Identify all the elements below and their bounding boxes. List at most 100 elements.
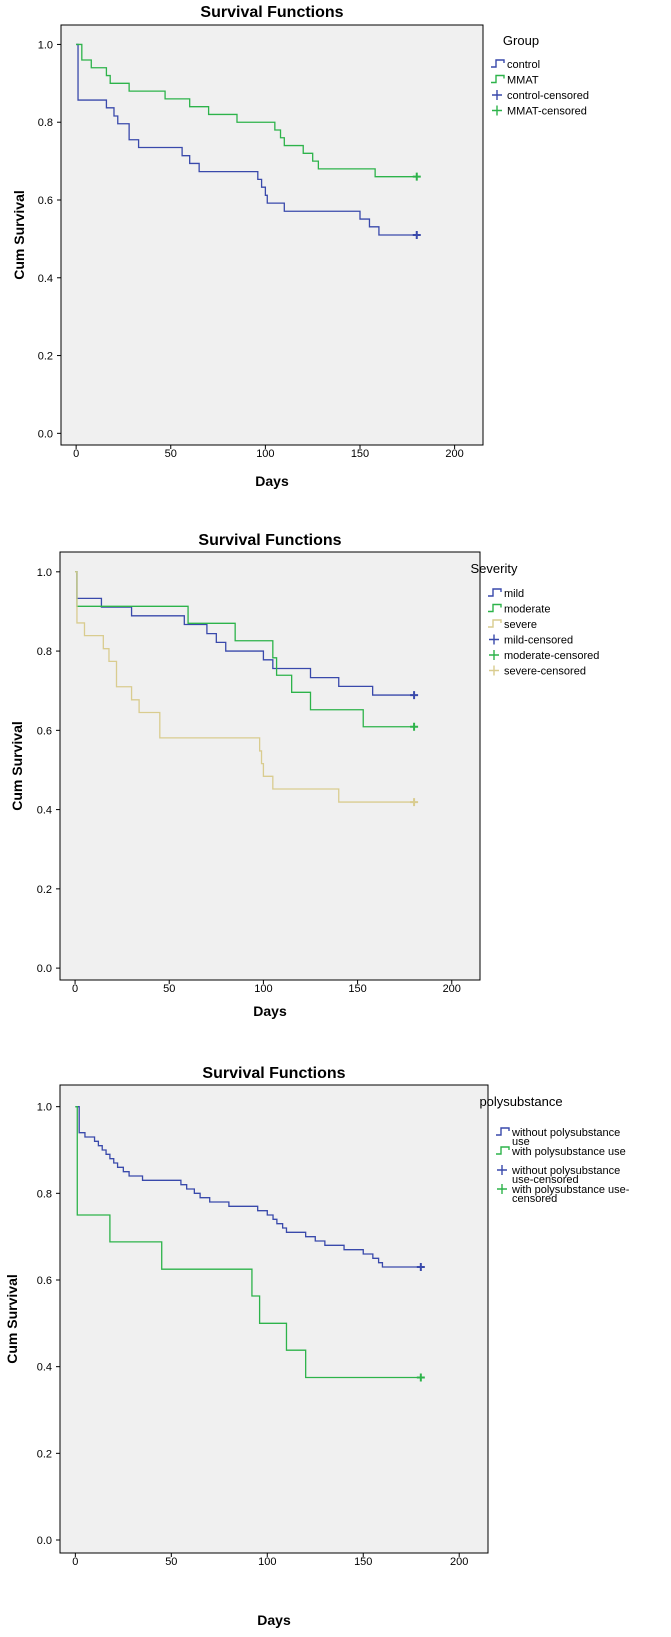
y-tick-label: 0.2 — [37, 884, 52, 896]
legend-label: severe — [504, 619, 537, 631]
y-tick-label: 0.4 — [37, 1362, 52, 1374]
censored-mark — [412, 231, 421, 239]
legend-swatch-line — [496, 1146, 510, 1155]
plot-area — [59, 1084, 489, 1554]
legend-swatch-plus — [497, 1184, 507, 1194]
y-tick-label: 0.6 — [37, 1275, 52, 1287]
y-tick-label: 1.0 — [38, 39, 53, 51]
legend-label: mild — [504, 588, 524, 600]
censored-mark — [412, 172, 421, 181]
legend-item: severe — [488, 619, 537, 631]
legend-label: severe-censored — [504, 666, 586, 678]
legend-swatch-plus — [489, 665, 499, 676]
legend-item: control-censored — [492, 90, 589, 102]
legend-item: mild — [488, 588, 524, 600]
series-line-mild — [75, 571, 415, 696]
legend-label: MMAT-censored — [507, 106, 587, 118]
legend-item: mild-censored — [489, 634, 573, 647]
censored-mark — [416, 1263, 425, 1271]
legend-swatch-line — [488, 619, 502, 628]
legend-title: Severity — [471, 561, 518, 576]
legend-item: with polysubstance use — [496, 1146, 626, 1158]
x-tick-label: 150 — [351, 448, 369, 460]
legend-swatch-line — [488, 588, 502, 597]
x-tick-label: 200 — [443, 983, 461, 995]
legend-title: polysubstance — [479, 1094, 562, 1109]
series-line-moderate — [75, 571, 415, 728]
y-axis-label: Cum Survival — [11, 190, 27, 279]
censored-mark — [416, 1373, 425, 1382]
plot-area — [59, 551, 481, 981]
legend-label: control — [507, 59, 540, 71]
legend-item: MMAT-censored — [492, 105, 587, 118]
series-line-with-polysubstance-use — [75, 1106, 421, 1379]
x-axis-label: Days — [253, 1003, 287, 1019]
legend-label: MMAT — [507, 75, 539, 87]
legend-swatch-plus — [492, 90, 502, 100]
legend-label: use-censored — [512, 1174, 579, 1186]
chart-svg: Survival Functions 0.0 0.2 0.4 0.6 0.8 1.0 0 50 1… — [9, 532, 599, 1019]
y-tick-label: 0.0 — [38, 428, 53, 440]
x-tick-label: 0 — [72, 1556, 78, 1568]
y-tick-label: 0.8 — [38, 117, 53, 129]
censored-mark — [410, 722, 419, 731]
y-tick-label: 0.0 — [37, 963, 52, 975]
chart-svg: Survival Functions 0.0 0.2 0.4 0.6 0.8 1.0 0 50 1… — [11, 4, 589, 489]
x-tick-label: 150 — [348, 983, 366, 995]
x-tick-label: 50 — [165, 1556, 177, 1568]
x-tick-label: 0 — [73, 448, 79, 460]
series-line-severe — [75, 571, 415, 803]
legend-label: moderate-censored — [504, 650, 599, 662]
y-tick-label: 0.4 — [37, 805, 52, 817]
legend-label: without polysubstance — [511, 1127, 620, 1139]
y-axis-label: Cum Survival — [9, 721, 25, 810]
legend-swatch-plus — [497, 1165, 507, 1175]
x-tick-label: 100 — [254, 983, 272, 995]
x-tick-label: 50 — [165, 448, 177, 460]
legend-label: mild-censored — [504, 635, 573, 647]
legend-item: control — [491, 59, 540, 71]
y-tick-label: 0.6 — [37, 725, 52, 737]
x-tick-label: 200 — [445, 448, 463, 460]
x-axis-label: Days — [255, 473, 289, 489]
legend-label: moderate — [504, 604, 550, 616]
legend-swatch-line — [491, 74, 505, 84]
legend-label: without polysubstance — [511, 1165, 620, 1177]
y-tick-label: 0.6 — [38, 195, 53, 207]
series-line-control — [76, 43, 417, 236]
y-tick-label: 0.4 — [38, 273, 53, 285]
y-tick-label: 1.0 — [37, 567, 52, 579]
x-tick-label: 100 — [258, 1556, 276, 1568]
x-tick-label: 200 — [450, 1556, 468, 1568]
legend-swatch-plus — [489, 650, 499, 660]
survival-chart-severity: Survival Functions 0.0 0.2 0.4 0.6 0.8 1.0 0 50 1… — [0, 527, 671, 1047]
censored-mark — [410, 798, 419, 807]
chart-svg: Survival Functions 0.0 0.2 0.4 0.6 0.8 1.0 0 50 1… — [4, 1065, 630, 1628]
y-tick-label: 0.2 — [38, 351, 53, 363]
survival-chart-group: Survival Functions 0.0 0.2 0.4 0.6 0.8 1.0 0 50 1… — [0, 0, 671, 510]
y-tick-label: 0.0 — [37, 1535, 52, 1547]
legend-swatch-line — [491, 59, 505, 68]
series-line-without-polysubstance-use — [75, 1106, 421, 1268]
legend-item: moderate — [488, 604, 550, 616]
legend-label: censored — [512, 1193, 557, 1205]
chart-title: Survival Functions — [198, 532, 341, 549]
legend-item: MMAT — [491, 75, 539, 87]
survival-chart-polysubstance: Survival Functions 0.0 0.2 0.4 0.6 0.8 1.0 0 50 1… — [0, 1058, 671, 1637]
x-tick-label: 150 — [354, 1556, 372, 1568]
legend-label: with polysubstance use- — [511, 1184, 630, 1196]
y-axis-label: Cum Survival — [4, 1274, 20, 1363]
x-tick-label: 50 — [163, 983, 175, 995]
legend-label: use — [512, 1136, 530, 1148]
chart-title: Survival Functions — [202, 1065, 345, 1082]
y-tick-label: 0.2 — [37, 1448, 52, 1460]
x-tick-label: 0 — [72, 983, 78, 995]
legend-swatch-plus — [492, 105, 502, 116]
legend-swatch-plus — [489, 634, 499, 645]
legend-title: Group — [503, 33, 539, 48]
legend-item: severe-censored — [489, 665, 586, 678]
legend-swatch-line — [488, 603, 502, 613]
legend-label: control-censored — [507, 90, 589, 102]
